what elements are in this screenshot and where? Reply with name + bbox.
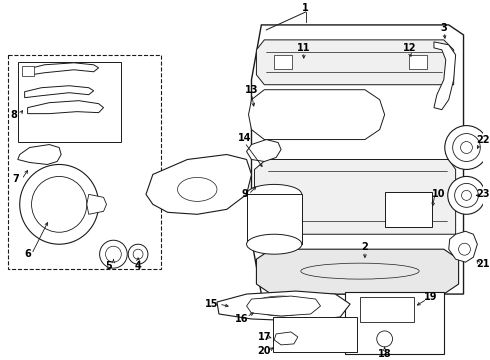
Text: 9: 9 xyxy=(241,189,248,199)
Text: 10: 10 xyxy=(432,189,445,199)
Text: 2: 2 xyxy=(362,242,368,252)
Bar xyxy=(274,55,292,69)
Polygon shape xyxy=(87,194,106,214)
Text: 1: 1 xyxy=(302,3,309,13)
Polygon shape xyxy=(274,332,298,345)
Bar xyxy=(273,317,357,352)
Polygon shape xyxy=(256,40,454,85)
Ellipse shape xyxy=(246,234,302,254)
Circle shape xyxy=(99,240,127,268)
Polygon shape xyxy=(246,296,320,316)
Polygon shape xyxy=(251,25,464,294)
Polygon shape xyxy=(254,159,456,234)
Bar xyxy=(360,297,414,322)
Bar xyxy=(22,66,33,76)
Text: 6: 6 xyxy=(24,249,31,259)
Text: 15: 15 xyxy=(205,299,219,309)
Polygon shape xyxy=(27,101,103,114)
Text: 5: 5 xyxy=(105,261,112,271)
Polygon shape xyxy=(217,291,350,321)
Ellipse shape xyxy=(251,296,311,316)
Polygon shape xyxy=(248,90,385,140)
Text: 22: 22 xyxy=(476,135,490,145)
Bar xyxy=(345,292,444,354)
Circle shape xyxy=(20,165,98,244)
Polygon shape xyxy=(24,63,98,76)
Polygon shape xyxy=(256,249,459,294)
Text: 23: 23 xyxy=(476,189,490,199)
Text: 8: 8 xyxy=(10,110,17,120)
Circle shape xyxy=(445,126,488,170)
Text: 11: 11 xyxy=(297,43,311,53)
Text: 7: 7 xyxy=(12,175,19,184)
Polygon shape xyxy=(146,154,251,214)
Text: 13: 13 xyxy=(245,85,258,95)
Text: 17: 17 xyxy=(258,332,271,342)
Polygon shape xyxy=(434,42,456,110)
Polygon shape xyxy=(24,86,94,98)
Circle shape xyxy=(448,176,485,214)
Circle shape xyxy=(128,244,148,264)
Ellipse shape xyxy=(246,184,302,204)
Text: 3: 3 xyxy=(441,23,447,33)
Bar xyxy=(18,62,122,141)
Bar xyxy=(8,55,161,269)
Text: 21: 21 xyxy=(476,259,490,269)
Text: 16: 16 xyxy=(235,314,248,324)
Text: 18: 18 xyxy=(378,349,392,359)
Polygon shape xyxy=(449,231,477,262)
Text: 19: 19 xyxy=(424,292,438,302)
Bar xyxy=(246,194,302,244)
Polygon shape xyxy=(18,144,61,165)
Bar xyxy=(385,192,432,227)
Text: 14: 14 xyxy=(238,132,251,143)
Polygon shape xyxy=(246,140,281,162)
Text: 20: 20 xyxy=(258,346,271,356)
Text: 12: 12 xyxy=(402,43,416,53)
Text: 4: 4 xyxy=(135,261,142,271)
Bar xyxy=(409,55,427,69)
